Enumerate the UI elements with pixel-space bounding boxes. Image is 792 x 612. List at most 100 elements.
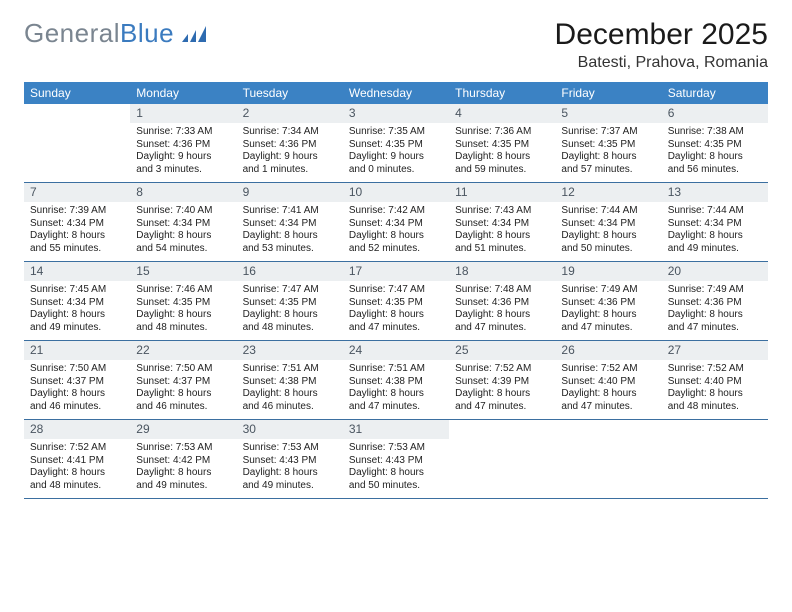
month-title: December 2025 xyxy=(555,18,768,52)
day-line: Daylight: 8 hours xyxy=(561,151,655,164)
day-line: and 47 minutes. xyxy=(561,401,655,414)
day-cell: 6Sunrise: 7:38 AMSunset: 4:35 PMDaylight… xyxy=(662,104,768,182)
day-line: Sunset: 4:34 PM xyxy=(243,218,337,231)
location: Batesti, Prahova, Romania xyxy=(555,54,768,72)
day-line: Sunrise: 7:38 AM xyxy=(668,126,762,139)
day-number: 19 xyxy=(555,262,661,281)
day-body: Sunrise: 7:51 AMSunset: 4:38 PMDaylight:… xyxy=(237,360,343,419)
day-line: Daylight: 8 hours xyxy=(243,230,337,243)
day-cell: 12Sunrise: 7:44 AMSunset: 4:34 PMDayligh… xyxy=(555,183,661,261)
day-line: Sunrise: 7:51 AM xyxy=(349,363,443,376)
day-line: Daylight: 8 hours xyxy=(455,230,549,243)
day-line: Sunset: 4:36 PM xyxy=(136,139,230,152)
day-body: Sunrise: 7:42 AMSunset: 4:34 PMDaylight:… xyxy=(343,202,449,261)
calendar-page: GeneralBlue December 2025 Batesti, Praho… xyxy=(0,0,792,517)
day-line: Sunrise: 7:44 AM xyxy=(561,205,655,218)
day-line: Daylight: 8 hours xyxy=(668,388,762,401)
day-line: Daylight: 8 hours xyxy=(30,467,124,480)
day-body: Sunrise: 7:52 AMSunset: 4:41 PMDaylight:… xyxy=(24,439,130,498)
day-cell: 9Sunrise: 7:41 AMSunset: 4:34 PMDaylight… xyxy=(237,183,343,261)
day-line: Sunset: 4:38 PM xyxy=(243,376,337,389)
day-line: Sunset: 4:34 PM xyxy=(136,218,230,231)
day-line: and 50 minutes. xyxy=(349,480,443,493)
day-number: 12 xyxy=(555,183,661,202)
day-line: Daylight: 8 hours xyxy=(243,309,337,322)
day-cell xyxy=(449,420,555,498)
day-number: 15 xyxy=(130,262,236,281)
day-number xyxy=(555,420,661,439)
day-line: Sunset: 4:37 PM xyxy=(30,376,124,389)
day-body: Sunrise: 7:37 AMSunset: 4:35 PMDaylight:… xyxy=(555,123,661,182)
day-line: Sunset: 4:34 PM xyxy=(455,218,549,231)
day-line: Sunrise: 7:47 AM xyxy=(349,284,443,297)
day-cell: 2Sunrise: 7:34 AMSunset: 4:36 PMDaylight… xyxy=(237,104,343,182)
day-number: 4 xyxy=(449,104,555,123)
day-line: Sunset: 4:39 PM xyxy=(455,376,549,389)
day-body: Sunrise: 7:53 AMSunset: 4:43 PMDaylight:… xyxy=(343,439,449,498)
day-number: 10 xyxy=(343,183,449,202)
day-line: Sunrise: 7:45 AM xyxy=(30,284,124,297)
day-line: Daylight: 8 hours xyxy=(455,388,549,401)
day-line: and 55 minutes. xyxy=(30,243,124,256)
day-cell: 26Sunrise: 7:52 AMSunset: 4:40 PMDayligh… xyxy=(555,341,661,419)
day-body: Sunrise: 7:50 AMSunset: 4:37 PMDaylight:… xyxy=(130,360,236,419)
day-cell: 21Sunrise: 7:50 AMSunset: 4:37 PMDayligh… xyxy=(24,341,130,419)
day-number: 24 xyxy=(343,341,449,360)
day-body: Sunrise: 7:41 AMSunset: 4:34 PMDaylight:… xyxy=(237,202,343,261)
day-line: Sunset: 4:34 PM xyxy=(30,297,124,310)
day-body: Sunrise: 7:49 AMSunset: 4:36 PMDaylight:… xyxy=(662,281,768,340)
day-line: Daylight: 8 hours xyxy=(243,467,337,480)
day-line: and 0 minutes. xyxy=(349,164,443,177)
day-body xyxy=(24,123,130,181)
day-line: and 47 minutes. xyxy=(349,401,443,414)
day-line: and 49 minutes. xyxy=(243,480,337,493)
day-number: 11 xyxy=(449,183,555,202)
day-line: Sunset: 4:36 PM xyxy=(668,297,762,310)
weekday-header: SundayMondayTuesdayWednesdayThursdayFrid… xyxy=(24,82,768,104)
week-row: 21Sunrise: 7:50 AMSunset: 4:37 PMDayligh… xyxy=(24,341,768,420)
weekday-label: Tuesday xyxy=(237,82,343,104)
day-line: and 47 minutes. xyxy=(455,401,549,414)
day-line: Daylight: 8 hours xyxy=(349,467,443,480)
day-body: Sunrise: 7:47 AMSunset: 4:35 PMDaylight:… xyxy=(237,281,343,340)
day-line: and 56 minutes. xyxy=(668,164,762,177)
day-line: Daylight: 8 hours xyxy=(455,151,549,164)
day-cell: 11Sunrise: 7:43 AMSunset: 4:34 PMDayligh… xyxy=(449,183,555,261)
day-line: Daylight: 8 hours xyxy=(561,309,655,322)
day-number xyxy=(24,104,130,123)
day-line: Daylight: 8 hours xyxy=(668,309,762,322)
day-line: Sunset: 4:35 PM xyxy=(136,297,230,310)
day-line: and 47 minutes. xyxy=(455,322,549,335)
day-line: Sunset: 4:36 PM xyxy=(455,297,549,310)
day-line: and 47 minutes. xyxy=(561,322,655,335)
day-line: and 1 minutes. xyxy=(243,164,337,177)
day-number: 27 xyxy=(662,341,768,360)
day-number: 31 xyxy=(343,420,449,439)
day-line: and 46 minutes. xyxy=(243,401,337,414)
day-body: Sunrise: 7:34 AMSunset: 4:36 PMDaylight:… xyxy=(237,123,343,182)
day-line: and 46 minutes. xyxy=(136,401,230,414)
day-line: Daylight: 8 hours xyxy=(30,230,124,243)
day-number: 25 xyxy=(449,341,555,360)
day-cell xyxy=(662,420,768,498)
day-body: Sunrise: 7:45 AMSunset: 4:34 PMDaylight:… xyxy=(24,281,130,340)
day-line: Sunrise: 7:52 AM xyxy=(668,363,762,376)
day-line: Sunset: 4:43 PM xyxy=(349,455,443,468)
day-cell: 13Sunrise: 7:44 AMSunset: 4:34 PMDayligh… xyxy=(662,183,768,261)
day-body: Sunrise: 7:36 AMSunset: 4:35 PMDaylight:… xyxy=(449,123,555,182)
logo-bars-icon xyxy=(180,24,208,44)
weekday-label: Friday xyxy=(555,82,661,104)
day-body: Sunrise: 7:47 AMSunset: 4:35 PMDaylight:… xyxy=(343,281,449,340)
day-line: Daylight: 8 hours xyxy=(668,230,762,243)
day-body: Sunrise: 7:51 AMSunset: 4:38 PMDaylight:… xyxy=(343,360,449,419)
day-line: Sunset: 4:37 PM xyxy=(136,376,230,389)
day-cell: 29Sunrise: 7:53 AMSunset: 4:42 PMDayligh… xyxy=(130,420,236,498)
day-cell: 8Sunrise: 7:40 AMSunset: 4:34 PMDaylight… xyxy=(130,183,236,261)
weekday-label: Monday xyxy=(130,82,236,104)
day-body xyxy=(662,439,768,497)
day-number: 6 xyxy=(662,104,768,123)
day-line: Daylight: 8 hours xyxy=(349,230,443,243)
day-line: Daylight: 8 hours xyxy=(561,230,655,243)
day-line: Daylight: 8 hours xyxy=(136,309,230,322)
day-line: Sunrise: 7:37 AM xyxy=(561,126,655,139)
